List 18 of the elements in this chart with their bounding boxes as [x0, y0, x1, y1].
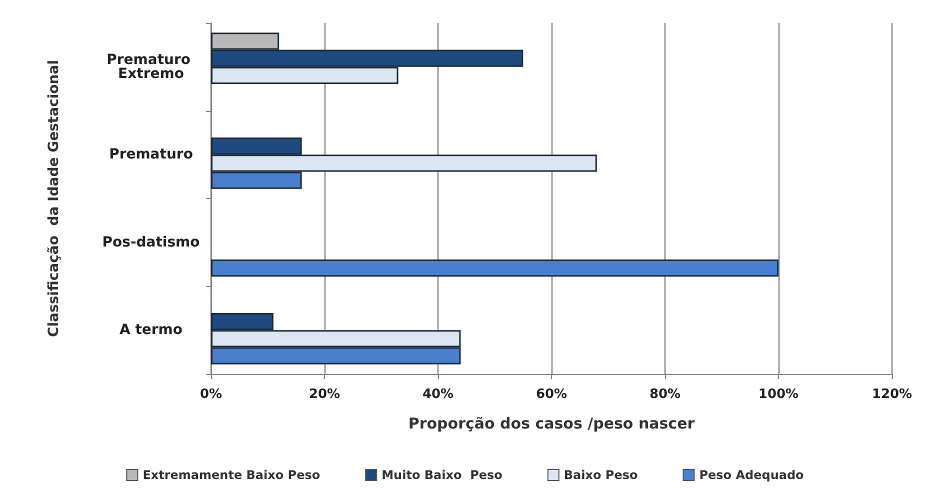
legend-label: Peso Adequado: [699, 468, 804, 482]
x-axis-title: Proporção dos casos /peso nascer: [408, 414, 696, 432]
x-tick-label: 20%: [308, 387, 340, 402]
legend-label: Muito Baixo Peso: [382, 468, 502, 482]
x-tick-label: 60%: [536, 387, 568, 402]
x-tick-label: 80%: [649, 387, 681, 402]
x-tick-label: 0%: [200, 387, 222, 402]
legend-label: Extremamente Baixo Peso: [142, 468, 320, 482]
x-tick-label: 120%: [872, 387, 912, 402]
y-tick-label: Prematuro Extremo: [106, 52, 196, 82]
legend-label: Baixo Peso: [564, 468, 638, 482]
y-axis-title: Classificação da Idade Gestacional: [46, 60, 62, 338]
y-tick-label: A termo: [119, 322, 183, 338]
y-tick-label: Pos-datismo: [102, 234, 200, 250]
x-tick-label: 100%: [758, 387, 799, 402]
x-tick-label: 40%: [422, 387, 454, 402]
bar: [211, 259, 778, 277]
y-tick-label: Prematuro: [109, 146, 194, 163]
